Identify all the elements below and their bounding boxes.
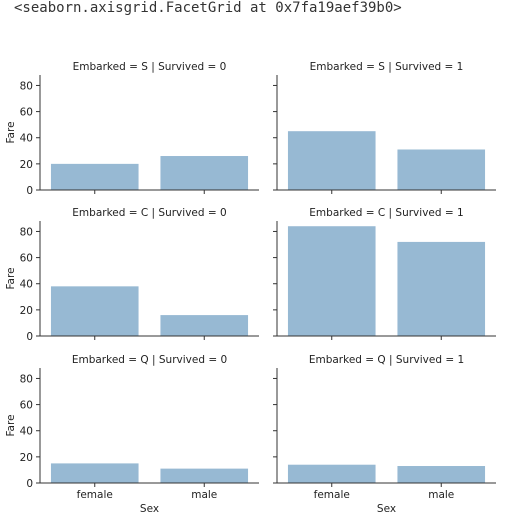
y-tick-label: 80 (20, 226, 33, 238)
y-tick-label: 60 (20, 253, 33, 265)
x-tick-label: male (191, 489, 217, 501)
bar-male (397, 149, 486, 190)
panel-title: Embarked = S | Survived = 0 (73, 61, 227, 73)
bar-male (160, 315, 249, 336)
y-tick-label: 80 (20, 373, 33, 385)
y-axis-label: Fare (5, 414, 17, 436)
x-tick-label: male (428, 489, 454, 501)
y-tick-label: 20 (20, 305, 33, 317)
y-tick-label: 60 (20, 400, 33, 412)
bar-male (160, 468, 249, 483)
bar-female (287, 131, 376, 190)
panel-title: Embarked = S | Survived = 1 (310, 61, 464, 73)
y-tick-label: 0 (26, 185, 33, 197)
y-tick-label: 0 (26, 331, 33, 343)
y-tick-label: 60 (20, 107, 33, 119)
bar-male (160, 156, 249, 190)
panel-title: Embarked = C | Survived = 1 (309, 207, 463, 219)
x-tick-label: female (77, 489, 113, 501)
bar-female (50, 463, 139, 483)
y-axis-label: Fare (5, 267, 17, 289)
bar-male (397, 466, 486, 483)
panel-title: Embarked = Q | Survived = 1 (309, 354, 464, 366)
bar-male (397, 241, 486, 336)
y-axis-label: Fare (5, 121, 17, 143)
y-tick-label: 80 (20, 80, 33, 92)
y-tick-label: 40 (20, 426, 33, 438)
x-axis-label: Sex (140, 503, 159, 515)
y-tick-label: 0 (26, 478, 33, 490)
output-repr-text: <seaborn.axisgrid.FacetGrid at 0x7fa19ae… (14, 0, 402, 16)
panel-title: Embarked = C | Survived = 0 (72, 207, 226, 219)
bar-female (50, 286, 139, 336)
bar-female (50, 163, 139, 190)
bar-female (287, 464, 376, 483)
y-tick-label: 40 (20, 133, 33, 145)
y-tick-label: 40 (20, 279, 33, 291)
panel-title: Embarked = Q | Survived = 0 (72, 354, 227, 366)
y-tick-label: 20 (20, 159, 33, 171)
y-tick-label: 20 (20, 452, 33, 464)
x-axis-label: Sex (377, 503, 396, 515)
bar-female (287, 226, 376, 336)
x-tick-label: female (314, 489, 350, 501)
